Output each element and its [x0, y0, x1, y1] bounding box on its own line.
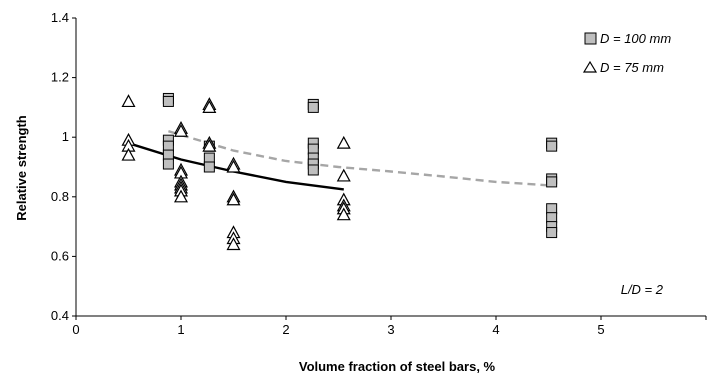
square-point [307, 101, 319, 113]
axes [72, 17, 707, 320]
triangle-point [121, 94, 136, 108]
y-tick-label: 0.8 [51, 189, 69, 204]
triangle-point [173, 123, 189, 137]
triangle-point [121, 147, 136, 161]
data-points [121, 92, 558, 251]
triangle-point [336, 168, 351, 182]
triangle-point [202, 100, 217, 114]
legend-triangle-marker [582, 60, 598, 73]
triangle-point [336, 207, 351, 221]
y-tick-label: 0.4 [51, 308, 69, 323]
x-tick-label: 5 [597, 322, 604, 337]
square-point [546, 176, 558, 188]
legend-square-marker [584, 32, 597, 45]
triangle-point [226, 159, 241, 173]
triangle-point [173, 189, 189, 203]
x-tick-label: 4 [492, 322, 499, 337]
square-point [162, 95, 174, 107]
y-tick-label: 0.6 [51, 248, 69, 263]
square-point [546, 140, 558, 152]
x-tick-label: 0 [72, 322, 79, 337]
x-tick-label: 3 [387, 322, 394, 337]
legend-label-d75: D = 75 mm [600, 60, 664, 75]
ld-ratio-annotation: L/D = 2 [621, 282, 664, 297]
y-tick-label: 1 [62, 129, 69, 144]
triangle-point [202, 138, 217, 152]
x-tick-label: 1 [177, 322, 184, 337]
x-tick-label: 2 [282, 322, 289, 337]
x-axis-title: Volume fraction of steel bars, % [299, 359, 496, 374]
triangle-point [226, 192, 241, 206]
square-point [162, 158, 174, 170]
square-point [307, 164, 319, 176]
tick-labels: 0 1 2 3 4 5 0.4 0.6 0.8 1 1.2 1.4 [51, 10, 605, 337]
y-tick-label: 1.2 [51, 70, 69, 85]
square-point [546, 227, 558, 239]
trend-line-dashed [168, 130, 552, 187]
y-axis-title: Relative strength [14, 115, 29, 221]
triangle-point [226, 237, 241, 251]
legend-label-d100: D = 100 mm [600, 31, 671, 46]
square-point [203, 161, 215, 173]
y-tick-label: 1.4 [51, 10, 69, 25]
triangle-point [336, 135, 351, 149]
legend: D = 100 mm D = 75 mm [582, 31, 671, 75]
